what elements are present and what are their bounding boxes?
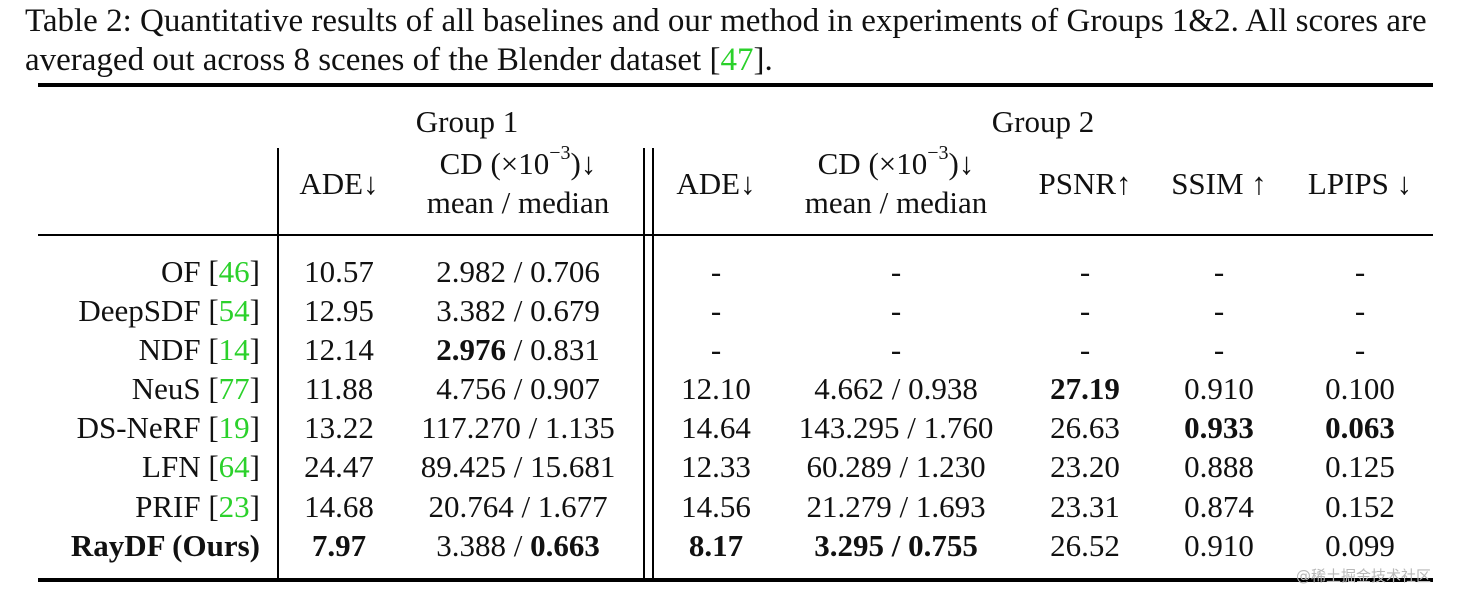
cell-ade2: - bbox=[710, 293, 722, 328]
cell-psnr: - bbox=[1079, 332, 1091, 367]
cell-cd2: 143.295 / 1.760 bbox=[798, 410, 994, 445]
group-2-header: Group 2 bbox=[991, 104, 1095, 139]
cell-ssim: - bbox=[1213, 332, 1225, 367]
mid-rule bbox=[38, 234, 1433, 236]
cell-lpips: - bbox=[1354, 254, 1366, 289]
cell-psnr: 23.31 bbox=[1050, 489, 1120, 524]
cell-ssim: 0.910 bbox=[1184, 371, 1254, 406]
header-ade-1: ADE↓ bbox=[299, 166, 379, 201]
cell-psnr: 27.19 bbox=[1050, 371, 1120, 406]
group-1-header: Group 1 bbox=[415, 104, 519, 139]
cell-cd2: - bbox=[890, 332, 902, 367]
header-lpips: LPIPS ↓ bbox=[1307, 166, 1413, 201]
header-cd-2: CD (×10−3)↓ bbox=[817, 142, 975, 181]
cell-cd1: 2.982 / 0.706 bbox=[436, 254, 600, 289]
cell-lpips: 0.063 bbox=[1325, 410, 1395, 445]
citation-link[interactable]: 23 bbox=[218, 489, 250, 524]
row-name-ours: RayDF (Ours) bbox=[70, 528, 260, 563]
cell-psnr: 26.52 bbox=[1050, 528, 1120, 563]
cell-lpips: - bbox=[1354, 293, 1366, 328]
cell-psnr: 26.63 bbox=[1050, 410, 1120, 445]
cell-ade1: 12.14 bbox=[304, 332, 374, 367]
top-rule bbox=[38, 83, 1433, 87]
cell-ade1: 24.47 bbox=[304, 449, 374, 484]
citation-link[interactable]: 14 bbox=[218, 332, 250, 367]
cell-ade2: 12.33 bbox=[681, 449, 751, 484]
cell-psnr: - bbox=[1079, 254, 1091, 289]
header-cd-1: CD (×10−3)↓ bbox=[439, 142, 597, 181]
citation-link[interactable]: 64 bbox=[218, 449, 250, 484]
cell-ssim: - bbox=[1213, 293, 1225, 328]
citation-link[interactable]: 47 bbox=[720, 42, 754, 78]
cell-ade2: 8.17 bbox=[688, 528, 744, 563]
cell-ade2: 14.56 bbox=[681, 489, 751, 524]
citation-link[interactable]: 46 bbox=[218, 254, 250, 289]
header-mean-median-1: mean / median bbox=[426, 185, 610, 220]
row-name: NDF [14] bbox=[138, 332, 260, 367]
cell-ade1: 13.22 bbox=[304, 410, 374, 445]
cell-ade2: 14.64 bbox=[681, 410, 751, 445]
cell-lpips: - bbox=[1354, 332, 1366, 367]
row-name: DeepSDF [54] bbox=[78, 293, 260, 328]
cell-ade1: 11.88 bbox=[304, 371, 374, 406]
header-ssim: SSIM ↑ bbox=[1171, 166, 1267, 201]
cell-cd1: 2.976 / 0.831 bbox=[436, 332, 600, 367]
table-caption: Table 2: Quantitative results of all bas… bbox=[25, 3, 1427, 78]
cell-ssim: 0.874 bbox=[1184, 489, 1254, 524]
row-name: NeuS [77] bbox=[131, 371, 260, 406]
cell-ssim: 0.933 bbox=[1184, 410, 1254, 445]
cell-ade2: - bbox=[710, 254, 722, 289]
cell-psnr: 23.20 bbox=[1050, 449, 1120, 484]
cell-ssim: 0.910 bbox=[1184, 528, 1254, 563]
cell-ade1: 7.97 bbox=[311, 528, 367, 563]
cell-psnr: - bbox=[1079, 293, 1091, 328]
watermark: @稀土掘金技术社区 bbox=[1296, 567, 1432, 585]
cell-lpips: 0.099 bbox=[1325, 528, 1395, 563]
vertical-rule-name bbox=[277, 148, 279, 578]
cell-ade2: - bbox=[710, 332, 722, 367]
cell-ade1: 10.57 bbox=[304, 254, 374, 289]
cell-ade1: 14.68 bbox=[304, 489, 374, 524]
row-name: OF [46] bbox=[160, 254, 260, 289]
cell-cd1: 89.425 / 15.681 bbox=[420, 449, 616, 484]
cell-cd1: 3.388 / 0.663 bbox=[436, 528, 600, 563]
cell-cd2: 21.279 / 1.693 bbox=[806, 489, 986, 524]
bottom-rule bbox=[38, 578, 1433, 582]
cell-ssim: - bbox=[1213, 254, 1225, 289]
citation-link[interactable]: 54 bbox=[218, 293, 250, 328]
cell-ade2: 12.10 bbox=[681, 371, 751, 406]
cell-cd1: 20.764 / 1.677 bbox=[428, 489, 608, 524]
cell-lpips: 0.125 bbox=[1325, 449, 1395, 484]
cell-cd1: 4.756 / 0.907 bbox=[436, 371, 600, 406]
cell-cd2: 3.295 / 0.755 bbox=[814, 528, 978, 563]
cell-ssim: 0.888 bbox=[1184, 449, 1254, 484]
cell-cd1: 3.382 / 0.679 bbox=[436, 293, 600, 328]
cell-lpips: 0.152 bbox=[1325, 489, 1395, 524]
header-ade-2: ADE↓ bbox=[676, 166, 756, 201]
header-mean-median-2: mean / median bbox=[804, 185, 988, 220]
cell-lpips: 0.100 bbox=[1325, 371, 1395, 406]
cell-cd2: 4.662 / 0.938 bbox=[814, 371, 978, 406]
row-name: DS-NeRF [19] bbox=[76, 410, 260, 445]
vertical-rule-group-b bbox=[652, 148, 654, 578]
cell-cd2: 60.289 / 1.230 bbox=[806, 449, 986, 484]
cell-ade1: 12.95 bbox=[304, 293, 374, 328]
row-name: LFN [64] bbox=[142, 449, 260, 484]
header-psnr: PSNR↑ bbox=[1038, 166, 1132, 201]
citation-link[interactable]: 77 bbox=[218, 371, 250, 406]
vertical-rule-group-a bbox=[643, 148, 645, 578]
row-name: PRIF [23] bbox=[135, 489, 260, 524]
citation-link[interactable]: 19 bbox=[218, 410, 250, 445]
cell-cd2: - bbox=[890, 254, 902, 289]
cell-cd2: - bbox=[890, 293, 902, 328]
cell-cd1: 117.270 / 1.135 bbox=[421, 410, 615, 445]
